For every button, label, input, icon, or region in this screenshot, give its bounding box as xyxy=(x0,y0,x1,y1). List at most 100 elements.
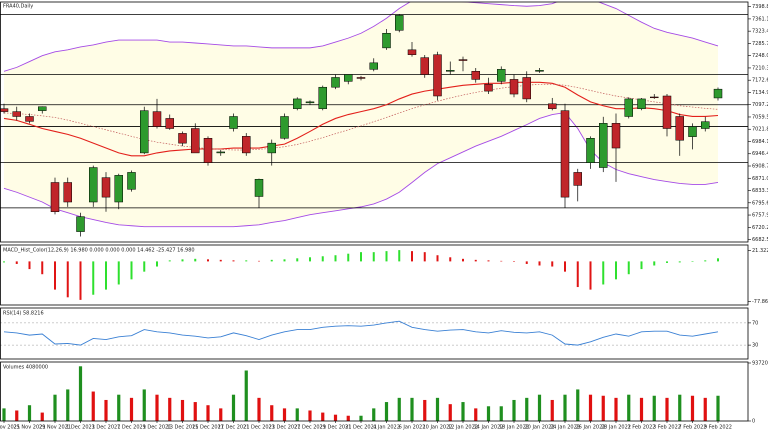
volume-bar xyxy=(678,394,682,421)
panel-frame xyxy=(0,307,749,360)
macd-bar xyxy=(576,261,579,288)
volume-bar xyxy=(474,408,478,421)
macd-bar xyxy=(219,259,222,262)
candle-body xyxy=(140,110,149,154)
candle-body xyxy=(433,54,442,97)
macd-bar xyxy=(181,259,184,262)
volume-bar xyxy=(53,394,57,421)
macd-bar xyxy=(194,258,197,262)
volume-bar xyxy=(448,404,452,421)
volume-bar xyxy=(333,414,338,421)
y-tick-label: 6682.50 xyxy=(752,237,768,243)
macd-bar xyxy=(589,261,592,290)
macd-bar xyxy=(117,261,120,285)
macd-bar xyxy=(666,261,668,263)
x-tick-label: 21 Dec 2021 xyxy=(243,425,275,431)
candle-body xyxy=(89,167,98,203)
x-tick-label: 1 Feb 2022 xyxy=(628,425,656,431)
candle-body xyxy=(407,49,417,55)
x-tick-label: 20 Jan 2022 xyxy=(525,425,555,431)
y-tick-label: 6908.70 xyxy=(752,164,768,170)
volume-bar xyxy=(346,415,350,421)
candle-body xyxy=(12,111,21,117)
candle-body xyxy=(637,98,646,109)
y-tick-label: 30 xyxy=(752,343,758,349)
volume-bar xyxy=(716,395,720,421)
volume-bar xyxy=(91,391,95,421)
x-tick-label: 25 Nov 2021 xyxy=(13,425,45,431)
macd-bar xyxy=(296,258,299,262)
candle-body xyxy=(25,116,34,122)
moving-average-dotted xyxy=(3,83,719,151)
volume-bar xyxy=(321,412,325,421)
macd-bar xyxy=(3,261,5,263)
x-tick-label: 10 Jan 2022 xyxy=(423,425,453,431)
volume-bar xyxy=(397,397,401,421)
candle-body xyxy=(293,98,302,109)
macd-bar xyxy=(436,255,439,262)
macd-bar xyxy=(449,257,452,262)
y-tick-label: 7248.00 xyxy=(752,53,768,59)
y-tick-label: 7323.40 xyxy=(752,29,768,35)
x-tick-label: 24 Jan 2022 xyxy=(550,425,580,431)
volume-bar xyxy=(15,410,19,421)
y-tick-label: 6946.40 xyxy=(752,151,768,157)
macd-bar xyxy=(538,261,541,266)
candle-body xyxy=(395,15,404,31)
volume-bar xyxy=(486,406,491,421)
volume-bar xyxy=(155,394,159,421)
macd-bar xyxy=(28,261,31,270)
x-tick-label: 3 Dec 2021 xyxy=(92,425,121,431)
band-fill xyxy=(4,2,718,227)
volume-bar xyxy=(550,399,554,421)
candle-body xyxy=(344,74,353,82)
candle-body xyxy=(573,172,582,186)
volume-bar xyxy=(652,395,656,421)
macd-bar xyxy=(66,261,69,298)
candle-body xyxy=(446,70,455,72)
macd-bar xyxy=(385,251,388,262)
volume-bar xyxy=(168,397,172,421)
panel-title: FRA40,Daily xyxy=(3,4,33,10)
volume-bar xyxy=(219,408,223,421)
y-tick-label: -77.866 xyxy=(752,299,768,305)
candle-body xyxy=(280,116,289,139)
macd-bar xyxy=(347,253,350,262)
x-tick-label: 9 Dec 2021 xyxy=(143,425,172,431)
candle-body xyxy=(688,126,697,137)
candle-body xyxy=(701,121,710,129)
macd-bar xyxy=(627,261,630,275)
x-tick-label: 6 Jan 2022 xyxy=(399,425,426,431)
volume-bar xyxy=(295,408,299,421)
macd-bar xyxy=(41,261,44,275)
x-tick-label: 9 Feb 2022 xyxy=(704,425,732,431)
candle-body xyxy=(76,216,85,232)
volume-bar xyxy=(117,394,121,421)
macd-bar xyxy=(105,261,107,290)
x-tick-label: 7 Feb 2022 xyxy=(679,425,707,431)
candle-body xyxy=(203,138,213,163)
macd-bar xyxy=(143,261,146,272)
candle-body xyxy=(624,98,633,117)
x-tick-label: 31 Dec 2021 xyxy=(345,425,377,431)
candle-body xyxy=(191,128,200,154)
macd-bar xyxy=(270,259,273,262)
candle-body xyxy=(114,175,123,203)
x-tick-label: 27 Dec 2021 xyxy=(294,425,326,431)
volume-panel xyxy=(2,366,720,421)
macd-bar xyxy=(232,260,235,262)
x-tick-label: 15 Dec 2021 xyxy=(192,425,224,431)
macd-bar xyxy=(513,261,515,262)
volume-bar xyxy=(410,397,414,421)
macd-bar xyxy=(168,260,171,262)
x-tick-label: 29 Dec 2021 xyxy=(320,425,352,431)
volume-bar xyxy=(537,394,542,421)
candle-body xyxy=(305,101,315,104)
macd-bar xyxy=(474,259,477,262)
macd-bar xyxy=(372,252,375,262)
y-tick-label: 6871.00 xyxy=(752,176,768,182)
volume-bar xyxy=(257,397,261,421)
candle-body xyxy=(178,133,187,144)
volume-bar xyxy=(690,395,695,421)
